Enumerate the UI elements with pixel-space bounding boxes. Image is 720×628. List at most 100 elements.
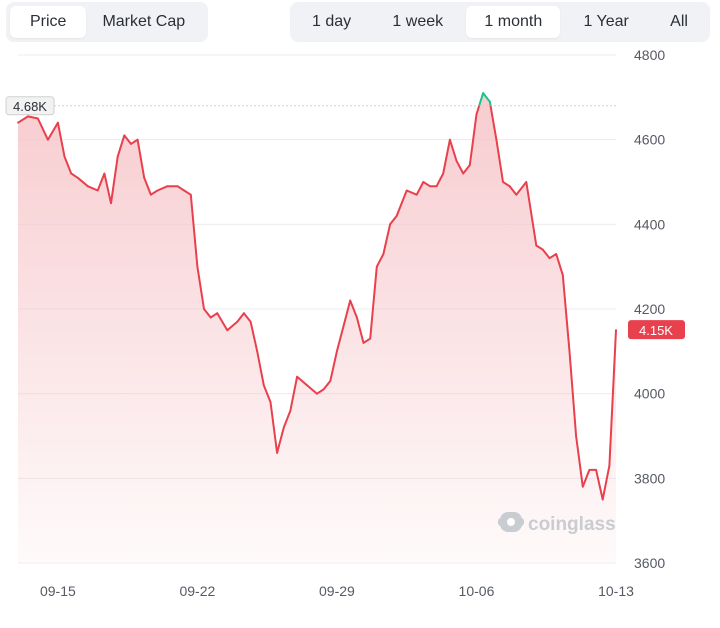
data-point [601,498,604,501]
data-point [356,316,358,319]
x-tick-label: 09-22 [179,583,215,599]
data-point [349,299,352,302]
tab-all[interactable]: All [670,13,688,30]
data-point [63,155,66,158]
data-point [150,193,152,196]
data-point [575,435,577,437]
data-point [336,350,338,353]
data-point [57,121,59,124]
data-point [482,92,484,94]
data-point [362,342,365,344]
data-point [96,189,99,192]
x-tick-label: 10-13 [598,583,634,599]
data-point [269,401,272,403]
data-point [209,316,212,319]
watermark-text: coinglass [528,514,616,535]
x-axis: 09-15 09-22 09-29 10-06 10-13 [40,583,634,599]
y-tick-label: 3800 [634,470,665,486]
data-point [568,350,571,353]
data-point [47,138,49,141]
data-point [37,117,39,120]
data-point [429,185,431,188]
data-point [116,155,119,158]
y-tick-label: 4800 [634,47,665,63]
data-point [196,265,199,268]
data-point [542,248,544,251]
data-point [468,164,471,167]
data-point [316,392,318,395]
y-tick-label: 4000 [634,386,665,402]
data-point [462,172,465,175]
data-point [27,115,29,118]
data-point [329,380,332,382]
data-point [203,308,205,310]
x-tick-label: 09-15 [40,583,76,599]
data-point [296,375,298,378]
data-point [475,113,478,116]
data-point [143,176,146,179]
y-tick-label: 3600 [634,555,665,571]
y-tick-label: 4400 [634,216,665,232]
tab-1-day[interactable]: 1 day [312,13,352,30]
data-point [276,452,278,454]
x-tick-label: 10-06 [459,583,495,599]
data-point [375,265,378,268]
data-point [449,138,451,141]
data-point [495,138,498,141]
data-point [86,185,89,188]
data-point [389,223,391,226]
data-point [176,185,179,188]
data-point [561,274,564,276]
data-point [136,138,139,141]
range-toggle: 1 day 1 week 1 month 1 Year All [290,2,710,42]
data-point [76,176,79,179]
data-point [455,159,458,162]
data-point [262,384,265,387]
data-point [488,100,491,103]
data-point [535,244,538,247]
tab-market-cap[interactable]: Market Cap [102,13,186,30]
data-point [442,172,445,175]
reference-badge: 4.68K [5,96,55,116]
data-point [236,320,239,323]
tab-1-month[interactable]: 1 month [466,6,561,38]
x-tick-label: 09-29 [319,583,355,599]
data-point [608,464,611,467]
y-tick-label: 4600 [634,132,665,148]
data-point [243,312,245,315]
watermark: coinglass [498,512,616,535]
data-point [130,143,132,145]
data-point [595,469,597,471]
data-point [306,384,308,387]
data-point [588,469,591,471]
data-point [581,485,584,488]
metric-toggle: Price Market Cap [6,2,208,42]
data-point [70,172,73,175]
data-point [369,337,372,340]
tab-price[interactable]: Price [10,6,87,38]
data-point [515,193,518,196]
y-tick-label: 4200 [634,301,665,317]
y-axis: 3600 3800 4000 4200 4400 4600 4800 [634,47,665,571]
area-path [18,93,616,563]
last-price-label: 4.15K [639,323,673,338]
data-point [226,329,229,332]
data-point [17,121,19,124]
data-point [103,172,106,175]
data-point [395,215,398,217]
data-point [256,350,259,353]
data-point [282,426,285,429]
data-point [502,181,504,183]
data-point [508,185,511,188]
data-point [615,329,617,332]
data-point [189,193,192,196]
data-point [156,189,159,192]
data-point [289,409,292,412]
data-point [123,134,126,137]
area-fill [18,93,616,563]
data-point [525,181,528,183]
data-point [110,202,112,205]
tab-1-year[interactable]: 1 Year [583,13,629,30]
tab-1-week[interactable]: 1 week [392,13,444,30]
